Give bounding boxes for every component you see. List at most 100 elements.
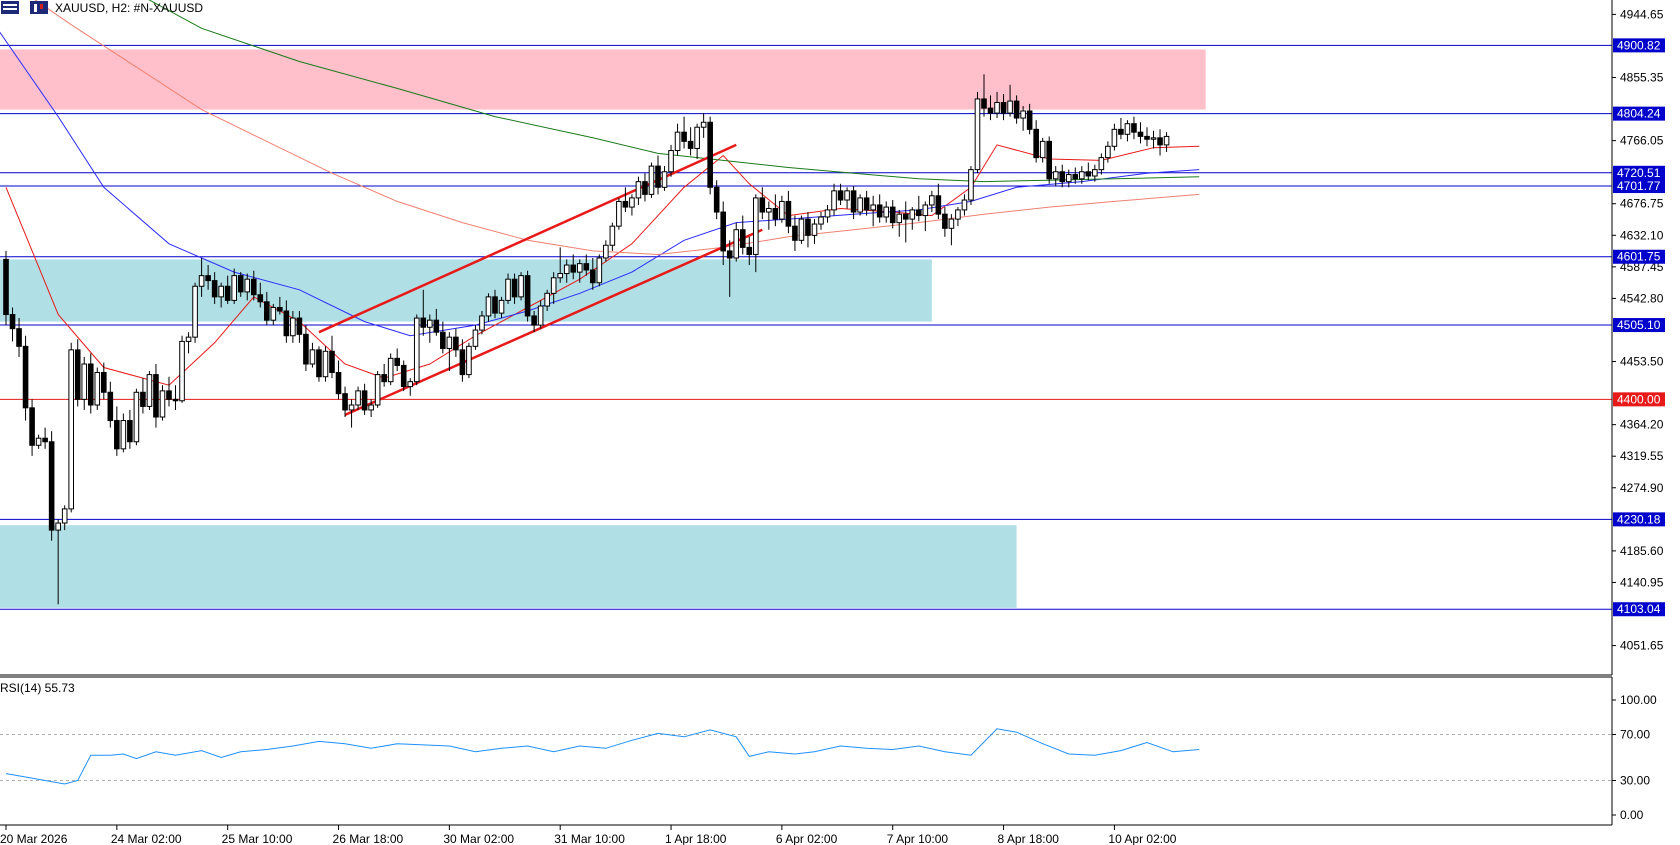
chart-type-icon[interactable]	[30, 1, 48, 14]
level-tag	[1613, 179, 1665, 194]
bull-candle-body	[779, 200, 785, 220]
price-tick-label: 4944.65	[1620, 7, 1664, 21]
bear-candle-body	[792, 225, 798, 241]
moving-average-line	[148, 0, 1200, 183]
candle	[922, 201, 929, 232]
candle	[1072, 167, 1079, 184]
bull-candle-body	[674, 131, 681, 152]
candle	[74, 339, 81, 407]
candle	[661, 166, 668, 191]
rsi-label: RSI(14) 55.73	[0, 681, 75, 695]
candle	[400, 360, 407, 391]
bull-candle-body	[1052, 171, 1059, 180]
bull-candle-body	[485, 296, 492, 317]
candle	[224, 275, 231, 304]
bear-candle-body	[713, 186, 720, 213]
chart-type-icon-bar	[34, 4, 37, 12]
candle	[237, 272, 244, 297]
time-tick-label: 26 Mar 18:00	[333, 832, 404, 845]
bear-candle-body	[1137, 131, 1144, 137]
demand-zone	[0, 525, 1017, 608]
candle	[935, 183, 942, 220]
candle	[889, 200, 896, 229]
bull-candle-body	[603, 244, 609, 259]
bear-candle-body	[531, 315, 537, 326]
bull-candle-body	[537, 305, 544, 326]
candle	[303, 325, 309, 372]
bull-candle-body	[446, 336, 453, 349]
bull-candle-body	[120, 420, 127, 450]
moving-average-line	[0, 31, 1200, 337]
bull-candle-body	[948, 218, 955, 229]
bull-candle-body	[909, 209, 916, 220]
candle	[707, 116, 713, 195]
price-tick-label: 4185.60	[1620, 544, 1664, 558]
candle	[55, 519, 61, 605]
candle	[1092, 164, 1098, 182]
bear-candle-body	[16, 328, 22, 347]
candle	[1150, 130, 1157, 149]
candle	[231, 268, 237, 304]
bull-candle-body	[576, 263, 583, 273]
candle	[29, 399, 35, 456]
bull-candle-body	[479, 315, 485, 331]
bull-candle-body	[700, 121, 707, 128]
bull-candle-body	[1163, 135, 1170, 146]
bear-candle-body	[48, 441, 55, 531]
bear-candle-body	[935, 195, 942, 215]
bear-candle-body	[1072, 174, 1079, 180]
bear-candle-body	[583, 263, 590, 271]
candle	[857, 194, 863, 216]
bull-candle-body	[668, 150, 674, 173]
candle	[61, 505, 68, 531]
price-axis-ticks: 4944.654855.354766.054676.754632.104587.…	[1612, 7, 1664, 653]
bear-candle-body	[524, 275, 531, 317]
candle	[726, 240, 733, 297]
candle	[746, 236, 753, 266]
bull-candle-body	[629, 197, 635, 208]
level-tag	[1613, 165, 1665, 180]
candle	[277, 296, 283, 315]
bear-candle-body	[707, 121, 713, 188]
rsi-tick-label: 0.00	[1620, 808, 1644, 822]
candle	[179, 335, 185, 403]
candle	[440, 321, 446, 354]
candle	[550, 272, 557, 304]
candle	[883, 201, 890, 223]
bear-candle-body	[303, 333, 309, 365]
candle	[655, 155, 661, 195]
candle	[713, 180, 720, 220]
candle	[374, 371, 381, 408]
menu-icon[interactable]	[1, 1, 19, 14]
bull-candle-body	[753, 197, 759, 255]
candle	[1000, 94, 1007, 121]
level-tag-label: 4601.75	[1617, 250, 1661, 264]
bull-candle-body	[596, 257, 603, 284]
bear-candle-body	[1157, 137, 1163, 146]
bull-candle-body	[798, 218, 805, 241]
bull-candle-body	[635, 181, 642, 199]
level-tag-label: 4230.18	[1617, 512, 1661, 526]
bull-candle-body	[466, 345, 472, 376]
candle	[205, 265, 211, 290]
bear-candle-body	[902, 213, 909, 220]
candle	[1059, 164, 1066, 188]
channel-trendline	[344, 228, 763, 417]
candle	[472, 325, 479, 350]
candle	[368, 399, 374, 418]
bear-candle-body	[863, 197, 870, 211]
candle	[785, 190, 792, 234]
candle	[772, 194, 779, 227]
candle	[42, 427, 48, 449]
time-tick-label: 6 Apr 02:00	[776, 832, 838, 845]
bull-candle-body	[818, 216, 824, 225]
bull-candle-body	[694, 126, 700, 149]
bull-candle-body	[961, 199, 968, 211]
price-tick-label: 4140.95	[1620, 575, 1664, 589]
time-tick-label: 30 Mar 02:00	[443, 832, 514, 845]
candle	[159, 385, 166, 421]
candle	[87, 353, 94, 414]
bear-candle-body	[257, 294, 264, 303]
